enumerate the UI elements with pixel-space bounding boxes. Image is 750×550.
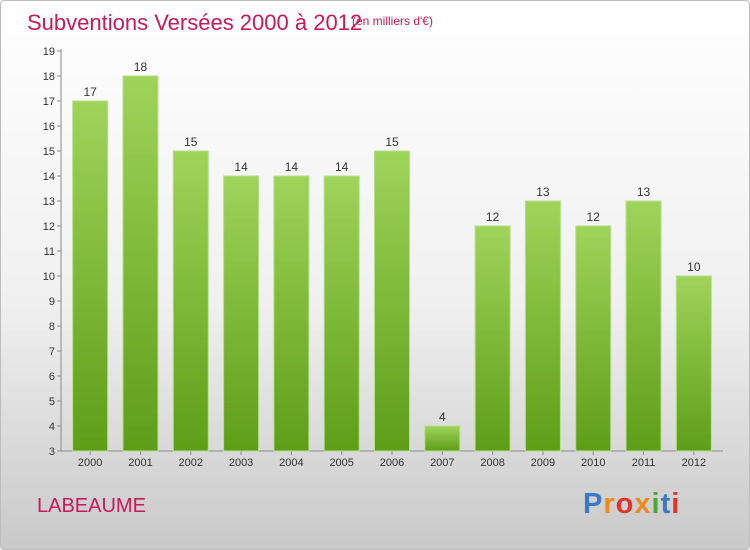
- data-label-2009: 13: [536, 185, 550, 199]
- bar-2000: [72, 100, 109, 452]
- chart-subtitle: (en milliers d'€): [352, 14, 433, 28]
- data-label-2001: 18: [134, 60, 148, 74]
- y-tick-label: 8: [49, 321, 55, 333]
- x-tick-label-2008: 2008: [480, 457, 504, 469]
- x-tick-label-2005: 2005: [329, 457, 353, 469]
- bar-2002: [172, 150, 209, 452]
- x-tick-label-2011: 2011: [632, 457, 656, 469]
- bar-2003: [223, 175, 260, 452]
- y-tick-label: 7: [49, 346, 55, 358]
- y-tick-label: 3: [49, 446, 55, 458]
- data-label-2002: 15: [184, 135, 198, 149]
- data-label-2005: 14: [335, 160, 349, 174]
- bar-2001: [122, 75, 159, 452]
- bar-2008: [474, 225, 511, 452]
- x-tick-label-2012: 2012: [682, 457, 706, 469]
- x-tick-label-2007: 2007: [430, 457, 454, 469]
- proxiti-logo[interactable]: Proxiti: [583, 488, 681, 520]
- data-label-2003: 14: [234, 160, 248, 174]
- bar-2009: [524, 200, 561, 452]
- x-tick-label-2009: 2009: [531, 457, 555, 469]
- data-label-2004: 14: [285, 160, 299, 174]
- bar-2010: [575, 225, 612, 452]
- y-tick-label: 10: [43, 271, 55, 283]
- x-tick-label-2004: 2004: [279, 457, 303, 469]
- y-tick-label: 5: [49, 396, 55, 408]
- data-label-2006: 15: [385, 135, 399, 149]
- y-tick-label: 4: [49, 421, 55, 433]
- y-tick-label: 17: [43, 96, 55, 108]
- chart-title: Subventions Versées 2000 à 2012: [27, 10, 363, 35]
- axis-layer: 3 4 5 6 7 8 9 10 11 12 13 14 15 16 17 18 19 2000 2001 2002 2…: [43, 46, 723, 469]
- x-tick-label-2010: 2010: [581, 457, 605, 469]
- x-tick-label-2001: 2001: [128, 457, 152, 469]
- data-label-2008: 12: [486, 210, 500, 224]
- bar-2011: [625, 200, 662, 452]
- y-tick-label: 15: [43, 146, 55, 158]
- bar-2012: [675, 275, 712, 452]
- bar-2006: [374, 150, 410, 452]
- y-tick-label: 6: [49, 371, 55, 383]
- data-label-2012: 10: [687, 260, 701, 274]
- y-tick-label: 9: [49, 296, 55, 308]
- data-label-2007: 4: [439, 410, 446, 424]
- y-tick-label: 11: [44, 246, 55, 258]
- x-tick-label-2002: 2002: [179, 457, 203, 469]
- data-label-2000: 17: [83, 85, 97, 99]
- y-tick-label: 12: [43, 221, 55, 233]
- commune-name: LABEAUME: [37, 495, 146, 517]
- y-tick-label: 18: [43, 71, 55, 83]
- x-tick-label-2000: 2000: [78, 457, 102, 469]
- y-tick-label: 13: [43, 196, 55, 208]
- data-label-2010: 12: [587, 210, 601, 224]
- bar-2007: [424, 425, 461, 452]
- bar-2005: [323, 175, 360, 452]
- bar-layer: 17 18 15 14 14 14 15 4 12 13 12 13 10: [72, 60, 712, 452]
- y-tick-label: 19: [43, 46, 55, 58]
- x-tick-label-2006: 2006: [380, 457, 404, 469]
- x-tick-label-2003: 2003: [229, 457, 253, 469]
- y-tick-label: 16: [43, 121, 55, 133]
- data-label-2011: 13: [637, 185, 651, 199]
- y-tick-label: 14: [43, 171, 55, 183]
- bar-2004: [273, 175, 310, 452]
